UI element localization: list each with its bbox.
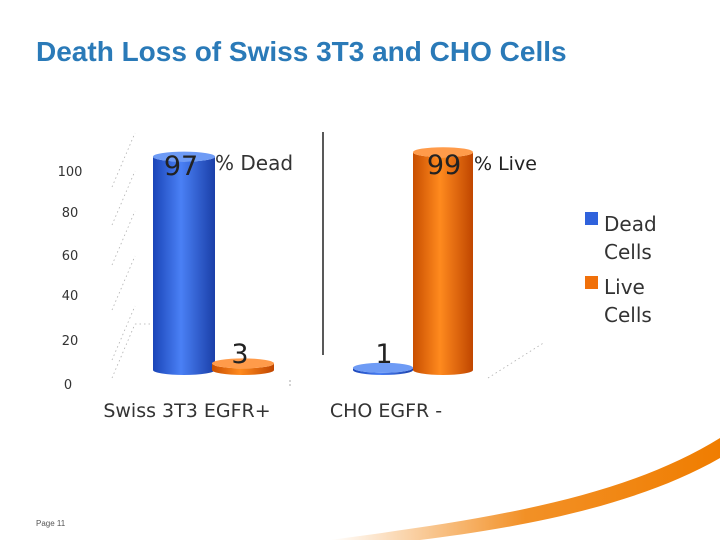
bar-top	[212, 358, 274, 369]
bar-dead-cho	[353, 362, 413, 375]
bar-top	[153, 151, 215, 162]
annotation-percent-dead: % Dead	[215, 151, 293, 175]
y-tick-label: 20	[62, 334, 79, 349]
bar-body	[212, 363, 274, 375]
data-label-dead-swiss: 97	[164, 151, 198, 182]
bar-live-cho	[413, 147, 473, 375]
legend-label-dead: Dead Cells	[604, 212, 663, 264]
legend-swatch-live	[585, 276, 598, 289]
annotation-percent-live: % Live	[474, 153, 537, 175]
page-number: Page 11	[36, 519, 66, 528]
bar-body	[413, 152, 473, 375]
legend-swatch-dead	[585, 212, 598, 225]
chart-back-wall	[111, 132, 546, 379]
bar-top	[353, 362, 413, 373]
bars-group	[153, 147, 473, 375]
bar-dead-swiss	[153, 151, 215, 375]
y-tick-label: 40	[62, 289, 79, 304]
bar-top	[413, 147, 473, 158]
x-category-label: CHO EGFR -	[330, 400, 442, 422]
bar-body	[153, 156, 215, 375]
x-axis-labels: Swiss 3T3 EGFR+ CHO EGFR -	[103, 400, 442, 422]
y-axis-ticks: 0 20 40 60 80 100	[58, 165, 83, 393]
data-label-dead-cho: 1	[375, 339, 392, 370]
bar-body	[353, 367, 413, 375]
legend-label-live: Live Cells	[604, 275, 652, 327]
y-tick-label: 80	[62, 206, 79, 221]
legend: Dead Cells Live Cells	[585, 212, 663, 327]
footer-swoosh	[330, 438, 720, 540]
slide-title: Death Loss of Swiss 3T3 and CHO Cells	[36, 36, 567, 67]
data-label-live-cho: 99	[427, 150, 461, 181]
y-tick-label: 60	[62, 249, 79, 264]
x-category-label: Swiss 3T3 EGFR+	[103, 400, 270, 422]
bar-live-swiss	[212, 358, 274, 375]
y-tick-label: 100	[58, 165, 83, 180]
y-tick-label: 0	[64, 378, 72, 393]
data-label-live-swiss: 3	[231, 339, 248, 370]
